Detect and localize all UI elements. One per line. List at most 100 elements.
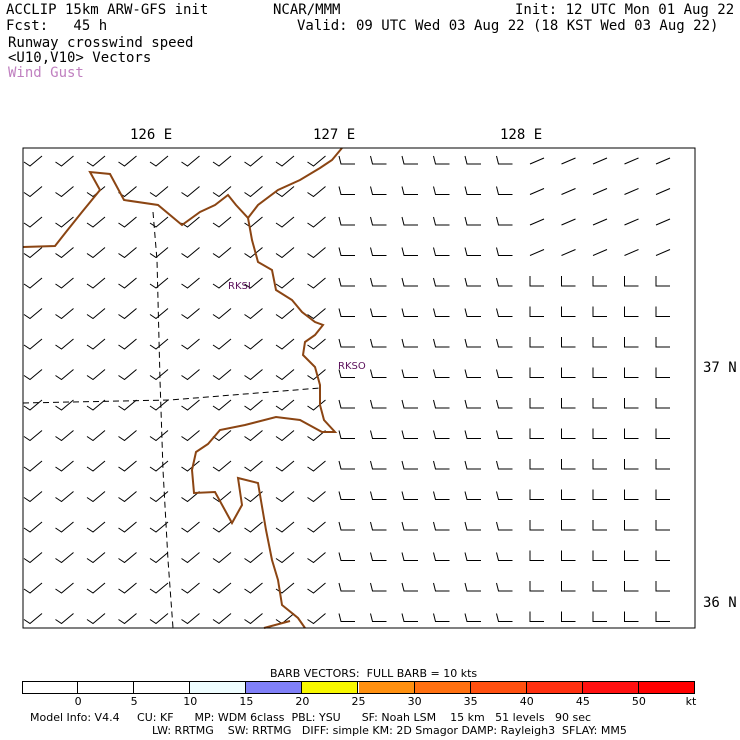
wind-barb: [592, 489, 607, 500]
wind-barb: [212, 582, 232, 594]
wind-barb: [655, 489, 670, 500]
wind-barb: [529, 249, 545, 256]
wind-barb: [464, 186, 481, 195]
wind-barb: [23, 582, 43, 594]
wind-barb: [464, 399, 481, 409]
wind-barb: [86, 216, 106, 228]
wind-barb: [55, 582, 74, 594]
wind-barb: [118, 308, 137, 320]
wind-barb: [23, 338, 43, 350]
wind-barb: [23, 216, 43, 228]
wind-barb: [23, 308, 43, 320]
wind-barb: [433, 460, 450, 470]
colorbar-cell: [358, 681, 415, 693]
wind-barb: [496, 277, 513, 287]
wind-barb: [181, 186, 200, 198]
wind-barb: [149, 308, 169, 320]
wind-barb: [624, 550, 639, 561]
colorbar-cell: [190, 681, 247, 693]
coastline-south-bay: [263, 620, 291, 629]
wind-barb: [307, 582, 326, 594]
wind-barb: [496, 430, 513, 439]
wind-barb: [655, 306, 670, 317]
wind-barb: [118, 582, 137, 594]
wind-barb: [496, 582, 513, 592]
wind-barb: [401, 277, 418, 287]
wind-barb: [401, 491, 418, 500]
wind-barb: [338, 277, 355, 287]
wind-barb: [401, 430, 418, 439]
colorbar-cell: [78, 681, 135, 693]
wind-barb: [624, 489, 639, 500]
colorbar-frame: [22, 681, 695, 694]
wind-barb: [55, 369, 74, 381]
wind-barb: [118, 338, 137, 350]
wind-barb: [307, 430, 326, 442]
wind-barb: [275, 277, 295, 289]
wind-barb: [561, 218, 576, 226]
wind-barb: [401, 155, 418, 165]
wind-barb: [561, 459, 576, 470]
wind-barb: [275, 521, 295, 533]
wind-barb: [592, 367, 607, 378]
wind-barb: [496, 338, 513, 348]
wind-barb: [561, 306, 576, 317]
wind-barb: [244, 369, 263, 381]
colorbar-tick-label: 15: [239, 695, 254, 708]
lat-label-37: 37 N: [703, 360, 737, 376]
wind-barb: [561, 337, 576, 348]
wind-barb: [529, 157, 545, 165]
model-info-line2: LW: RRTMG SW: RRTMG DIFF: simple KM: 2D …: [152, 724, 627, 737]
wind-barb: [118, 460, 137, 472]
wind-barb: [181, 369, 200, 381]
wind-barb: [212, 491, 232, 503]
wind-barb: [244, 521, 263, 533]
wind-barb: [149, 613, 169, 625]
meridian-126: [152, 211, 174, 629]
wind-barb: [561, 367, 576, 378]
wind-barb: [307, 186, 326, 198]
colorbar-tick-label: 50: [631, 695, 646, 708]
wind-barb: [592, 157, 608, 165]
wind-barb: [338, 430, 355, 439]
wind-barb: [370, 186, 387, 195]
wind-barb: [592, 398, 607, 409]
wind-barb: [149, 277, 169, 289]
wind-barb: [149, 369, 169, 381]
wind-barb: [23, 521, 43, 533]
wind-barb: [464, 460, 481, 470]
wind-barb: [86, 430, 106, 442]
wind-barb: [118, 430, 137, 442]
wind-barb: [464, 247, 481, 256]
wind-barb: [338, 613, 355, 622]
wind-barb: [118, 247, 137, 259]
wind-barb: [655, 611, 670, 622]
wind-barb: [212, 216, 232, 228]
wind-barb: [23, 399, 43, 411]
wind-barb: [244, 552, 263, 564]
wind-barb: [181, 430, 200, 442]
colorbar-cell: [302, 681, 359, 693]
station-rksi: RKSI: [228, 281, 251, 292]
wind-barb: [275, 582, 295, 594]
wind-barb: [244, 186, 263, 198]
wind-barb: [401, 582, 418, 592]
wind-barb: [307, 308, 326, 320]
wind-barb: [149, 491, 169, 503]
wind-barb: [370, 399, 387, 409]
wind-barb: [433, 552, 450, 561]
wind-barb: [496, 216, 513, 226]
wind-barb: [149, 399, 169, 411]
wind-barb: [401, 247, 418, 256]
init-time: Init: 12 UTC Mon 01 Aug 22: [515, 2, 735, 18]
wind-barb: [529, 428, 544, 439]
colorbar-cell: [470, 681, 527, 693]
wind-barb: [496, 247, 513, 256]
wind-barb: [307, 613, 326, 625]
wind-barb: [338, 460, 355, 470]
wind-barb: [464, 430, 481, 439]
wind-barb: [55, 155, 74, 167]
colorbar-cell: [414, 681, 471, 693]
wind-barb: [212, 399, 232, 411]
wind-barb: [561, 249, 576, 256]
